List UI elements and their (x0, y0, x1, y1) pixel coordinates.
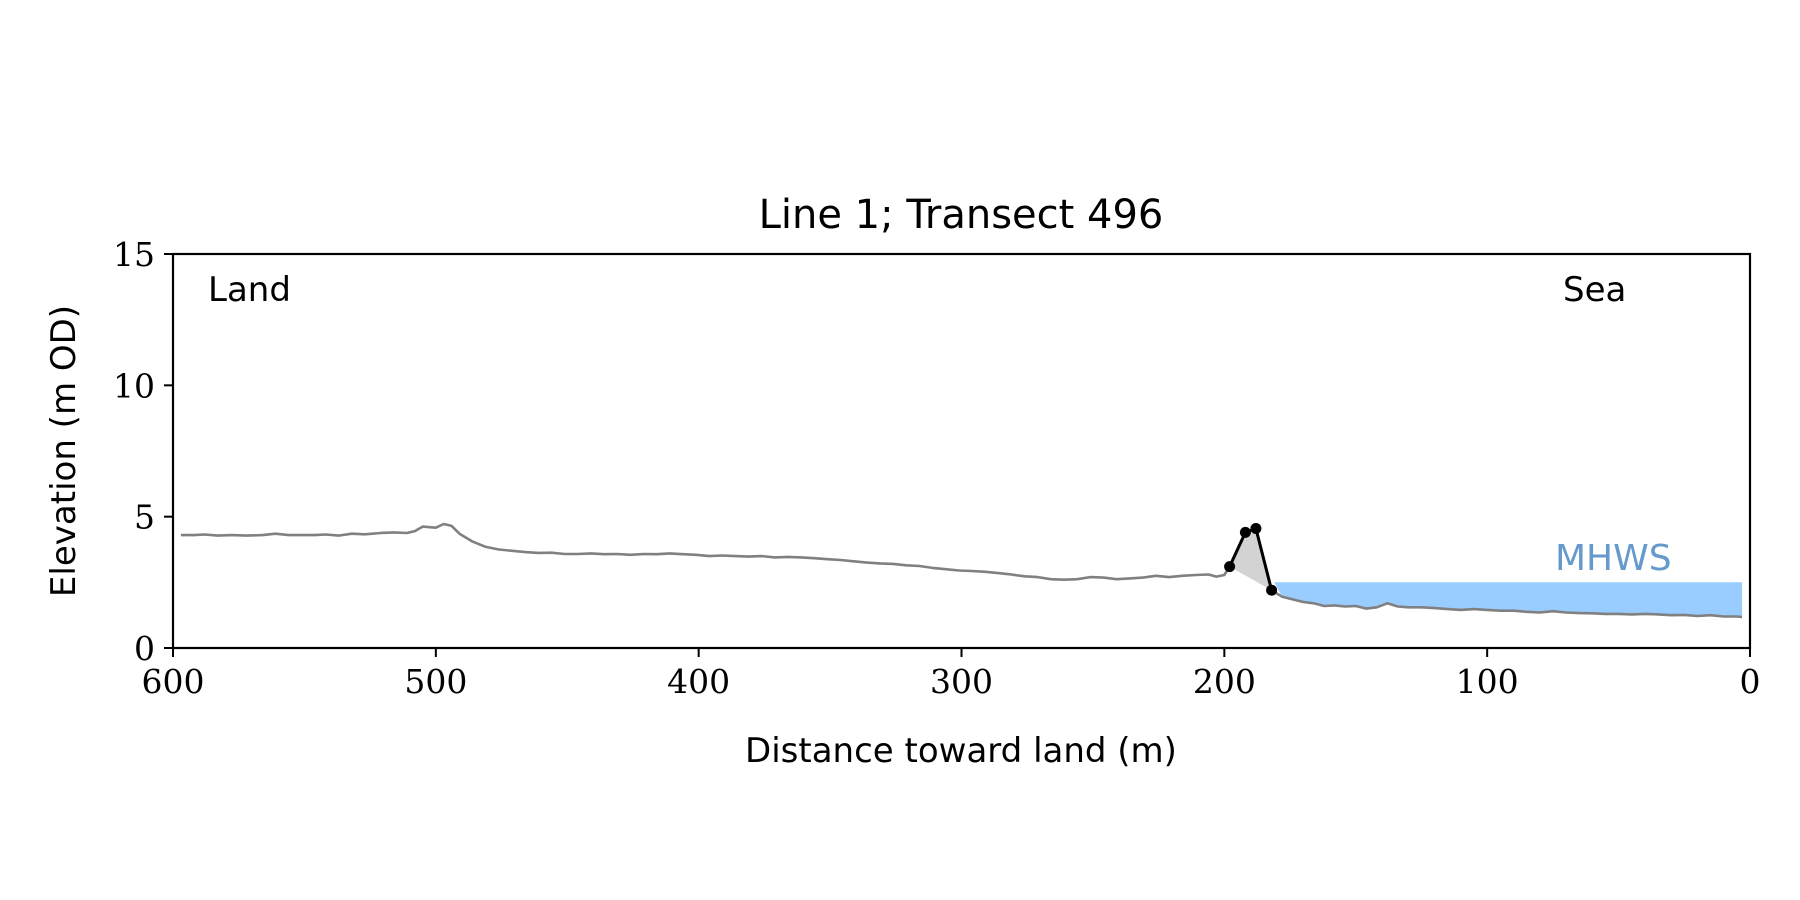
mhws-label: MHWS (1555, 538, 1672, 579)
x-tick-label: 200 (1193, 662, 1256, 701)
x-tick-label: 600 (142, 662, 205, 701)
y-tick-label: 5 (134, 498, 155, 537)
y-tick-label: 10 (113, 366, 155, 405)
barrier-fill (1229, 528, 1272, 591)
barrier-point (1250, 523, 1262, 534)
plot-area (180, 522, 1743, 619)
land-label: Land (208, 270, 291, 310)
x-tick-label: 400 (667, 662, 730, 701)
axis-ticks: 600 500 400 300 200 100 0 0 5 10 15 (113, 235, 1761, 701)
barrier-point (1239, 526, 1251, 538)
x-tick-label: 500 (404, 662, 467, 701)
mhws-water-fill (1274, 582, 1743, 617)
sea-label: Sea (1563, 270, 1626, 310)
barrier-point (1266, 584, 1278, 596)
profile-line (180, 522, 1743, 619)
chart-title: Line 1; Transect 496 (759, 192, 1164, 238)
y-tick-label: 15 (113, 235, 155, 274)
barrier-point (1224, 561, 1236, 573)
barrier-line (1228, 527, 1274, 591)
y-axis-label: Elevation (m OD) (44, 305, 84, 597)
x-tick-label: 0 (1740, 662, 1761, 701)
x-axis-label: Distance toward land (m) (745, 731, 1177, 771)
y-tick-label: 0 (134, 629, 155, 668)
x-tick-label: 300 (930, 662, 993, 701)
x-tick-label: 100 (1456, 662, 1519, 701)
